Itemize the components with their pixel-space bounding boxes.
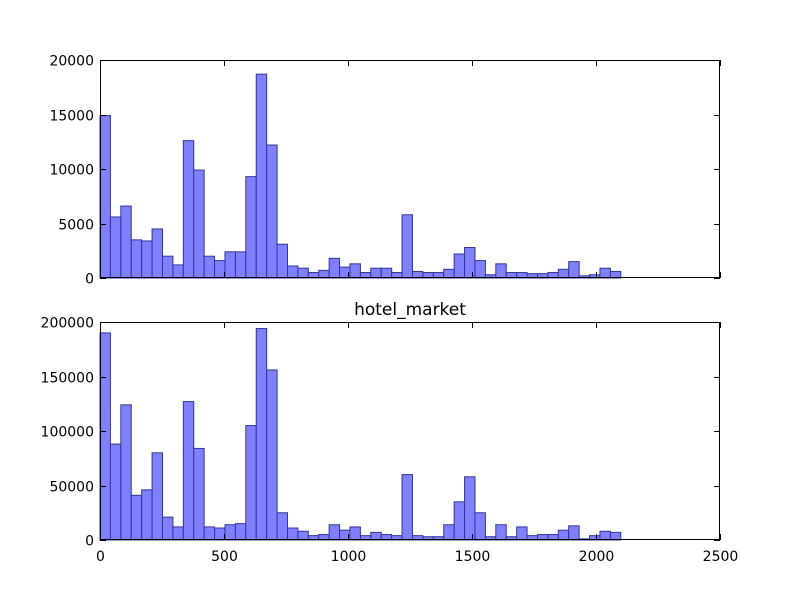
histogram-bar bbox=[182, 401, 195, 541]
histogram-bar bbox=[276, 243, 288, 279]
x-tick-label: 2000 bbox=[579, 549, 615, 565]
histogram-bar bbox=[214, 527, 226, 541]
x-tick-label: 2500 bbox=[703, 549, 739, 565]
histogram-bar bbox=[162, 516, 174, 541]
histogram-bar bbox=[568, 261, 580, 279]
histogram-bar bbox=[474, 260, 486, 279]
histogram-bar bbox=[109, 443, 122, 541]
histogram-bar bbox=[286, 265, 299, 279]
y-tick-label: 150000 bbox=[41, 371, 94, 387]
histogram-panel-bottom: 0 500 1000 1500 2000 2500 0 50000 100000 150000 20… bbox=[41, 300, 739, 565]
histogram-bar bbox=[286, 527, 299, 541]
histogram-bar bbox=[266, 369, 278, 541]
x-tick-label: 1000 bbox=[331, 549, 367, 565]
histogram-bar bbox=[130, 494, 143, 541]
histogram-bar bbox=[328, 257, 341, 279]
x-tick-label: 1500 bbox=[455, 549, 491, 565]
histogram-bar bbox=[130, 239, 143, 279]
histogram-bar bbox=[255, 73, 268, 279]
histogram-bar bbox=[557, 268, 570, 279]
y-tick-label: 200000 bbox=[41, 316, 94, 332]
histogram-bar bbox=[214, 260, 226, 279]
histogram-bar bbox=[182, 140, 195, 279]
histogram-bar bbox=[349, 526, 361, 541]
histogram-bar bbox=[203, 255, 216, 279]
histogram-bar bbox=[401, 474, 413, 541]
y-tick-label: 5000 bbox=[58, 218, 94, 234]
histogram-bar bbox=[255, 328, 268, 541]
histogram-bar bbox=[318, 269, 330, 279]
histogram-bar bbox=[464, 476, 476, 541]
histogram-bar bbox=[443, 524, 455, 541]
histogram-bar bbox=[141, 489, 153, 541]
histogram-bar bbox=[297, 267, 309, 279]
histogram-bar bbox=[599, 267, 611, 279]
histogram-bar bbox=[557, 529, 570, 541]
histogram-bar bbox=[234, 251, 247, 279]
histogram-bar bbox=[193, 169, 205, 279]
histogram-bar bbox=[172, 526, 184, 541]
histogram-bar bbox=[495, 263, 507, 279]
histogram-bar bbox=[141, 240, 153, 279]
histogram-bar bbox=[370, 531, 382, 541]
histogram-bar bbox=[297, 530, 309, 541]
histogram-bar bbox=[328, 524, 341, 541]
bars-top bbox=[99, 73, 622, 279]
histogram-bar bbox=[453, 253, 466, 279]
histogram-bar bbox=[516, 526, 528, 541]
histogram-bar bbox=[120, 205, 132, 279]
histogram-bar bbox=[380, 267, 393, 279]
chart-title-bottom: hotel_market bbox=[354, 300, 466, 320]
histogram-bar bbox=[370, 267, 382, 279]
y-tick-label: 100000 bbox=[41, 425, 94, 441]
histogram-bar bbox=[609, 531, 622, 541]
histogram-bar bbox=[474, 512, 486, 541]
histogram-bar bbox=[109, 216, 122, 279]
histogram-bar bbox=[349, 263, 361, 279]
x-tick-label: 0 bbox=[96, 549, 105, 565]
y-tick-label: 0 bbox=[85, 534, 94, 550]
histogram-bar bbox=[99, 332, 111, 541]
histogram-bar bbox=[401, 214, 413, 279]
histogram-panel-top: 0 5000 10000 15000 20000 bbox=[49, 54, 721, 288]
histogram-bar bbox=[224, 524, 236, 541]
histogram-bar bbox=[234, 523, 247, 541]
histogram-bar bbox=[99, 115, 111, 279]
y-tick-label: 15000 bbox=[49, 109, 94, 125]
histogram-bar bbox=[120, 404, 132, 541]
y-tick-label: 10000 bbox=[49, 163, 94, 179]
histogram-bar bbox=[203, 526, 216, 541]
x-tick-label: 500 bbox=[211, 549, 238, 565]
y-tick-label: 50000 bbox=[49, 480, 94, 496]
histogram-bar bbox=[172, 264, 184, 279]
histogram-bar bbox=[151, 452, 164, 541]
histogram-bar bbox=[162, 255, 174, 279]
ticks-bottom: 0 500 1000 1500 2000 2500 0 50000 100000 150000 20… bbox=[41, 316, 739, 566]
histogram-bar bbox=[599, 530, 611, 541]
histogram-bar bbox=[245, 425, 257, 541]
ticks-top: 0 5000 10000 15000 20000 bbox=[49, 54, 721, 288]
histogram-bar bbox=[193, 447, 205, 541]
histogram-bar bbox=[224, 251, 236, 279]
bars-bottom bbox=[99, 328, 622, 541]
histogram-bar bbox=[568, 525, 580, 541]
histogram-bar bbox=[151, 228, 164, 279]
histogram-bar bbox=[464, 246, 476, 279]
y-tick-label: 0 bbox=[85, 272, 94, 288]
histogram-bar bbox=[453, 501, 466, 541]
histogram-bar bbox=[276, 512, 288, 541]
y-tick-label: 20000 bbox=[49, 54, 94, 70]
histogram-bar bbox=[245, 176, 257, 279]
histogram-bar bbox=[266, 144, 278, 279]
histogram-bar bbox=[443, 268, 455, 279]
histogram-bar bbox=[495, 524, 507, 541]
